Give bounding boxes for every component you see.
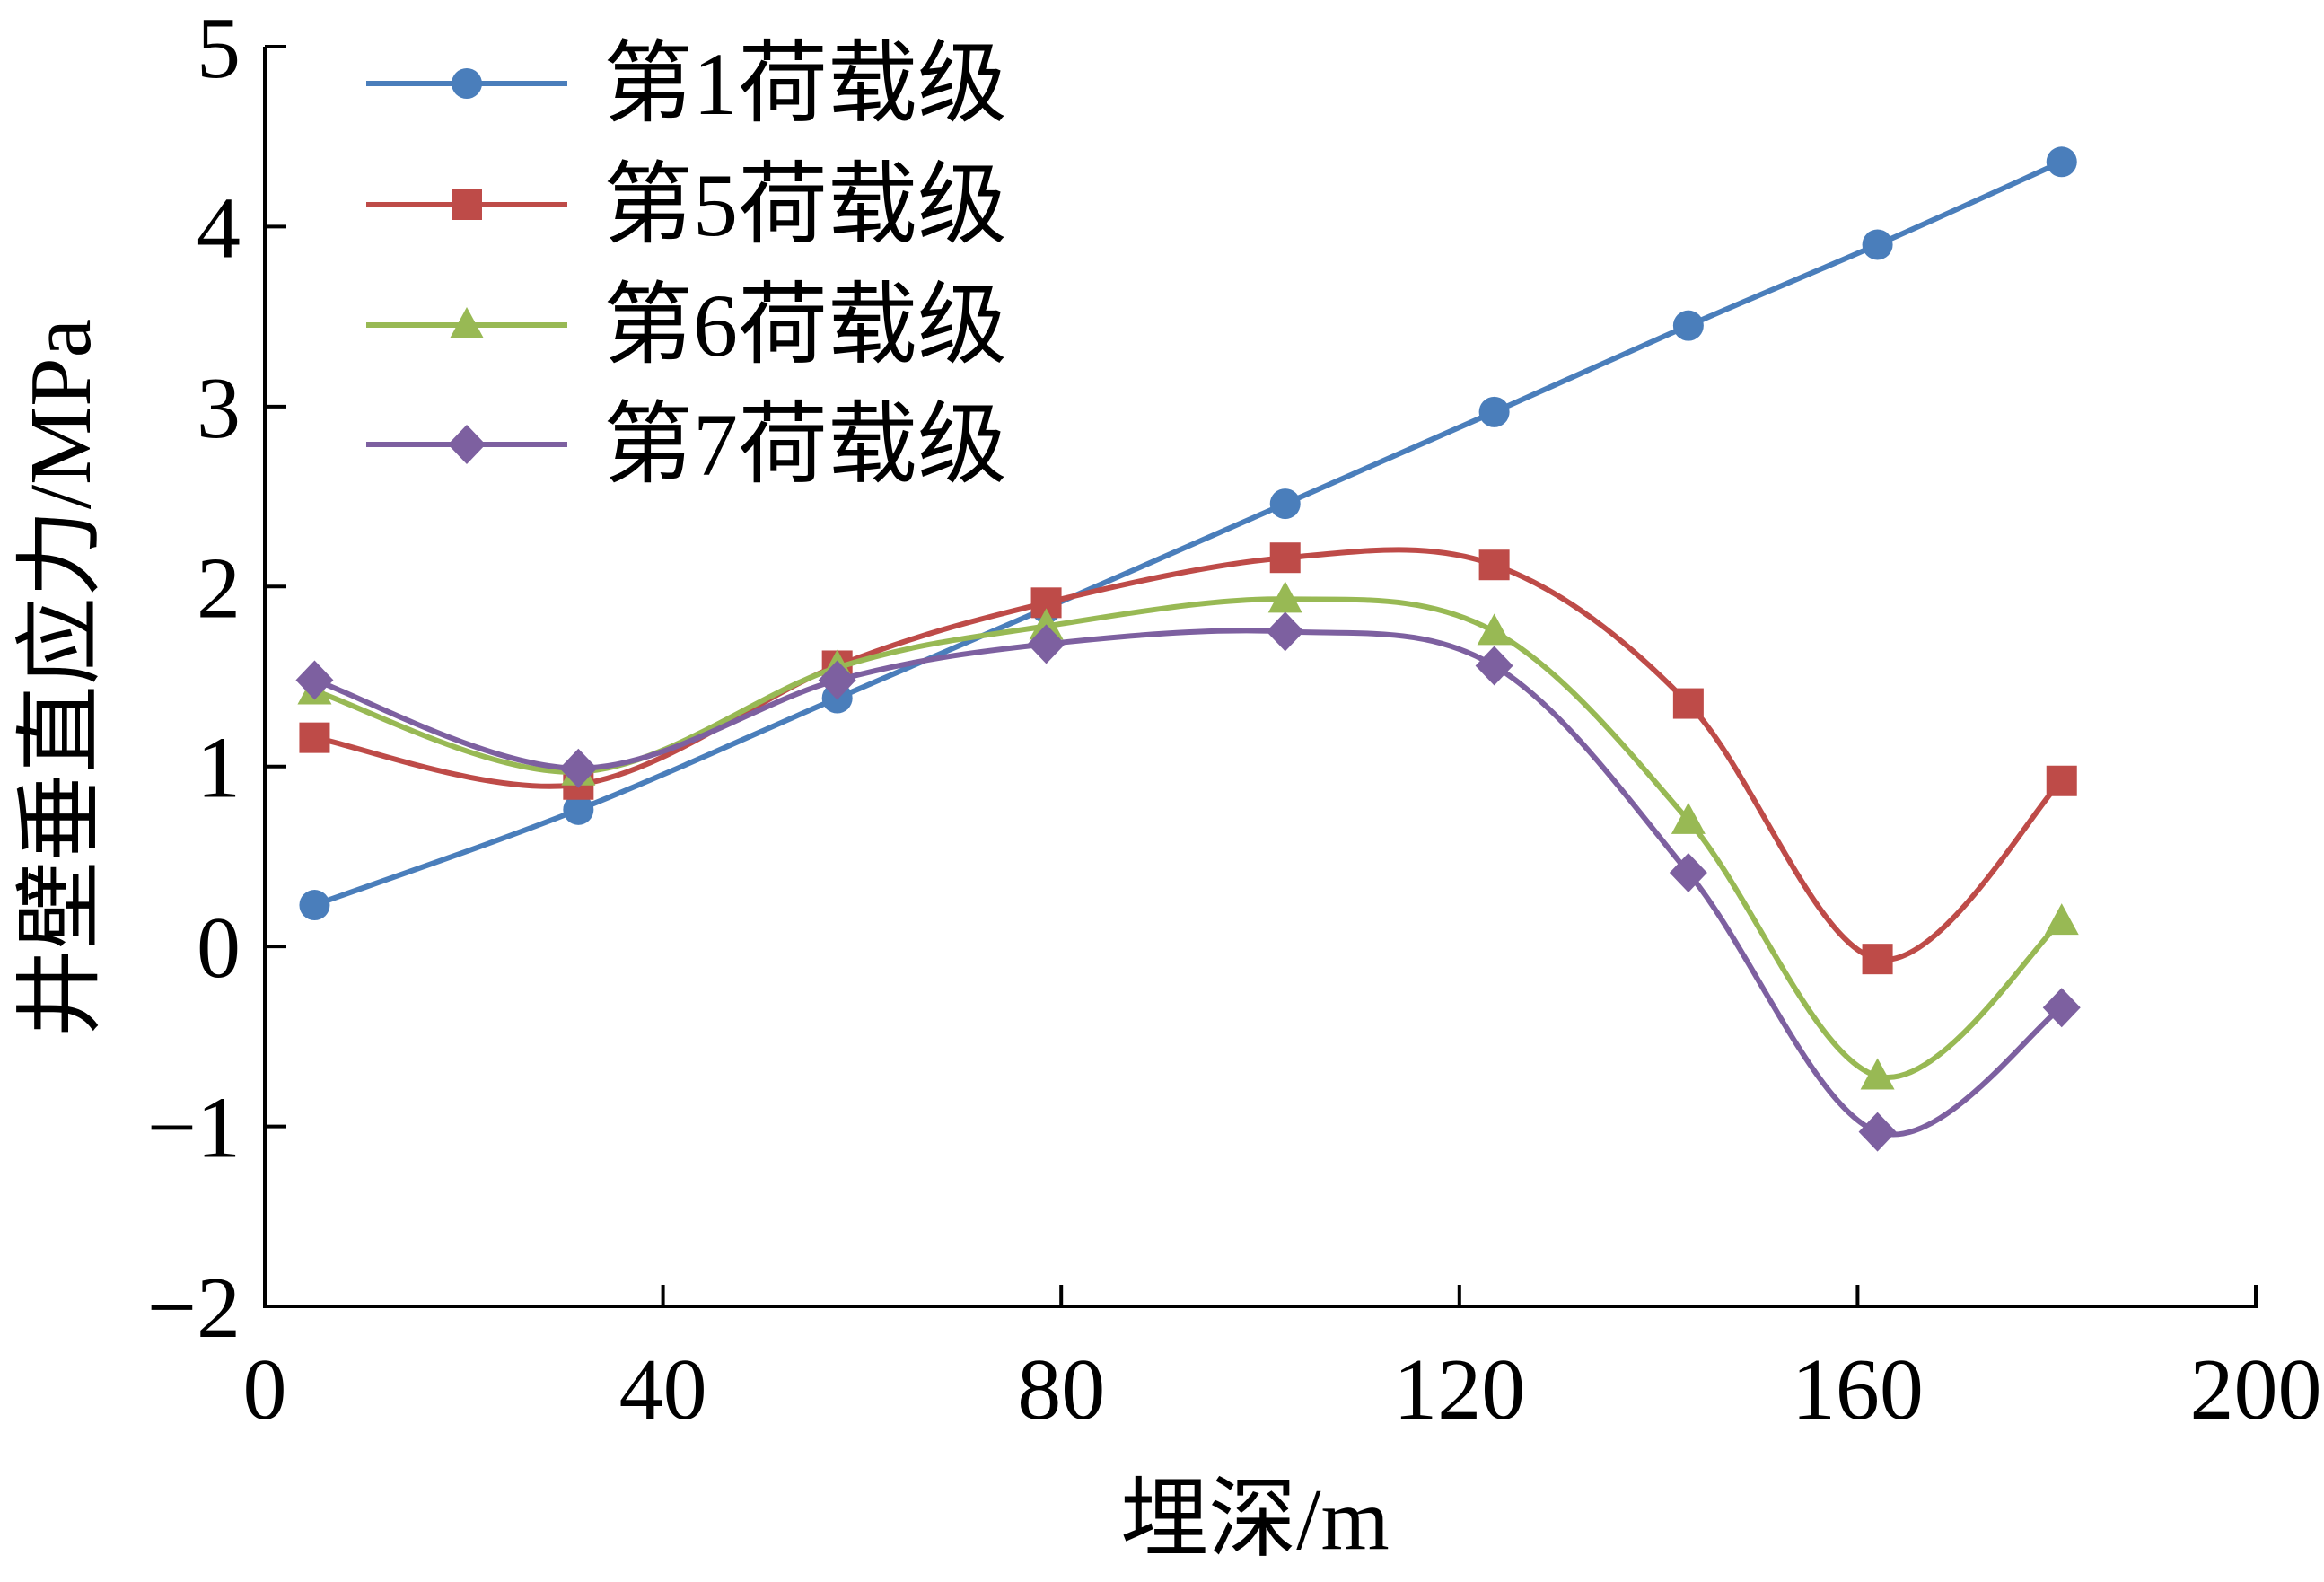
y-tick-label: −1 <box>147 1080 241 1177</box>
data-point <box>1027 624 1066 664</box>
x-tick-label: 0 <box>243 1341 287 1438</box>
data-point <box>818 660 856 700</box>
y-tick-label: −2 <box>147 1260 241 1357</box>
x-tick-label: 200 <box>2190 1341 2322 1438</box>
data-point <box>1669 852 1707 892</box>
x-axis-title: 埋深/m <box>1120 1472 1389 1569</box>
y-tick-label: 3 <box>197 360 241 457</box>
data-point <box>2046 146 2077 178</box>
legend-label: 第6荷载级 <box>603 276 1007 375</box>
legend-marker <box>448 425 486 464</box>
legend-marker <box>452 189 482 220</box>
ticks: 0 40 80 120 160 200 −2 −1 0 1 2 3 4 5 <box>147 0 2322 1438</box>
legend-marker <box>452 68 482 99</box>
legend-item: 第5荷载级 <box>366 155 1007 255</box>
y-tick-label: 4 <box>197 180 241 277</box>
data-point <box>295 660 334 700</box>
data-point <box>299 722 330 753</box>
data-point <box>1860 1058 1895 1090</box>
data-point <box>1672 310 1704 341</box>
x-tick-label: 160 <box>1792 1341 1924 1438</box>
y-axis-title: 井壁垂直应力/MPa <box>13 319 110 1037</box>
data-point <box>1858 1112 1897 1152</box>
data-point <box>1672 688 1704 719</box>
data-point <box>2042 988 2081 1028</box>
data-point <box>1671 802 1706 834</box>
y-tick-label: 5 <box>197 0 241 97</box>
data-point <box>559 748 598 788</box>
data-point <box>2046 765 2077 796</box>
axes <box>263 47 2258 1308</box>
data-point <box>1029 608 1064 640</box>
y-tick-label: 0 <box>197 900 241 997</box>
data-point <box>1269 488 1301 520</box>
x-tick-label: 40 <box>619 1341 707 1438</box>
y-tick-label: 2 <box>197 540 241 637</box>
legend-item: 第1荷载级 <box>366 34 1007 134</box>
data-point <box>1267 581 1302 613</box>
series-line <box>313 596 2064 1080</box>
data-point <box>299 890 330 921</box>
data-point <box>2044 903 2079 936</box>
legend-item: 第7荷载级 <box>366 395 1007 495</box>
legend-label: 第7荷载级 <box>603 395 1007 495</box>
data-point <box>563 794 594 825</box>
legend-label: 第1荷载级 <box>603 34 1007 134</box>
data-point <box>1477 613 1512 646</box>
series-line <box>313 159 2063 908</box>
y-tick-label: 1 <box>197 720 241 817</box>
series-4 <box>295 611 2081 1152</box>
series-line <box>313 628 2064 1138</box>
data-point <box>1269 542 1301 574</box>
legend-marker <box>450 307 484 338</box>
series-3 <box>297 581 2079 1090</box>
data-point <box>1475 646 1513 686</box>
x-tick-label: 80 <box>1017 1341 1105 1438</box>
series-1 <box>299 146 2077 921</box>
data-point <box>1862 229 1893 260</box>
data-point <box>1266 611 1304 652</box>
legend-label: 第5荷载级 <box>603 155 1007 255</box>
data-point <box>1862 944 1893 975</box>
data-point <box>1478 549 1510 581</box>
legend-item: 第6荷载级 <box>366 276 1007 375</box>
data-point <box>1478 396 1510 427</box>
series <box>295 146 2081 1152</box>
x-tick-label: 120 <box>1393 1341 1525 1438</box>
